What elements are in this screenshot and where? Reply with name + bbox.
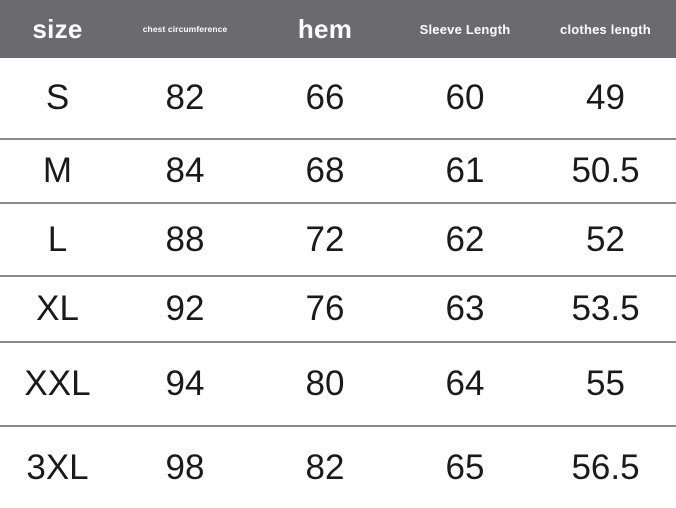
column-header-chest-circumference: chest circumference [115,0,255,58]
cell-hem: 72 [255,204,395,277]
column-header-clothes-length: clothes length [535,0,676,58]
cell-sleeve-length: 61 [395,140,535,204]
cell-chest: 98 [165,447,205,487]
size-row-s: S 82 66 60 49 [0,58,676,140]
cell-chest: 84 [115,140,255,204]
cell-clothes-length: 49 [535,58,676,140]
column-header-sleeve-length: Sleeve Length [395,0,535,58]
cell-size: XXL [0,343,115,427]
cell-sleeve-length: 62 [395,204,535,277]
cell-size: L [0,204,115,277]
cell-clothes-length: 55 [535,343,676,427]
size-row-xxl: XXL 94 80 64 55 [0,343,676,427]
cell-hem: 68 [255,140,395,204]
cell-chest: 94 [115,343,255,427]
column-header-size: size [0,0,115,58]
cell-clothes-length: 53.5 [535,277,676,343]
cell-chest: 88 [115,204,255,277]
cell-sleeve-length: 63 [395,277,535,343]
header-row: size chest circumference hem Sleeve Leng… [0,0,676,58]
size-row-l: L 88 72 62 52 [0,204,676,277]
size-row-m: M 84 68 61 50.5 [0,140,676,204]
cell-hem: 76 [255,277,395,343]
cell-sleeve-length: 64 [395,343,535,427]
cell-hem: 80 [255,343,395,427]
size-row-3xl: 3XL 98 82 65 56.5 [0,427,676,508]
cell-sleeve-length: 60 [395,58,535,140]
cell-sleeve-length: 65 [445,447,485,487]
cell-clothes-length: 56.5 [571,447,640,487]
cell-clothes-length: 52 [535,204,676,277]
cell-size: S [0,58,115,140]
cell-size: M [0,140,115,204]
cell-size: 3XL [26,447,89,487]
cell-hem: 82 [305,447,345,487]
cell-clothes-length: 50.5 [535,140,676,204]
column-header-hem: hem [255,0,395,58]
size-row-xl: XL 92 76 63 53.5 [0,277,676,343]
cell-size: XL [0,277,115,343]
cell-chest: 92 [115,277,255,343]
cell-chest: 82 [115,58,255,140]
cell-hem: 66 [255,58,395,140]
